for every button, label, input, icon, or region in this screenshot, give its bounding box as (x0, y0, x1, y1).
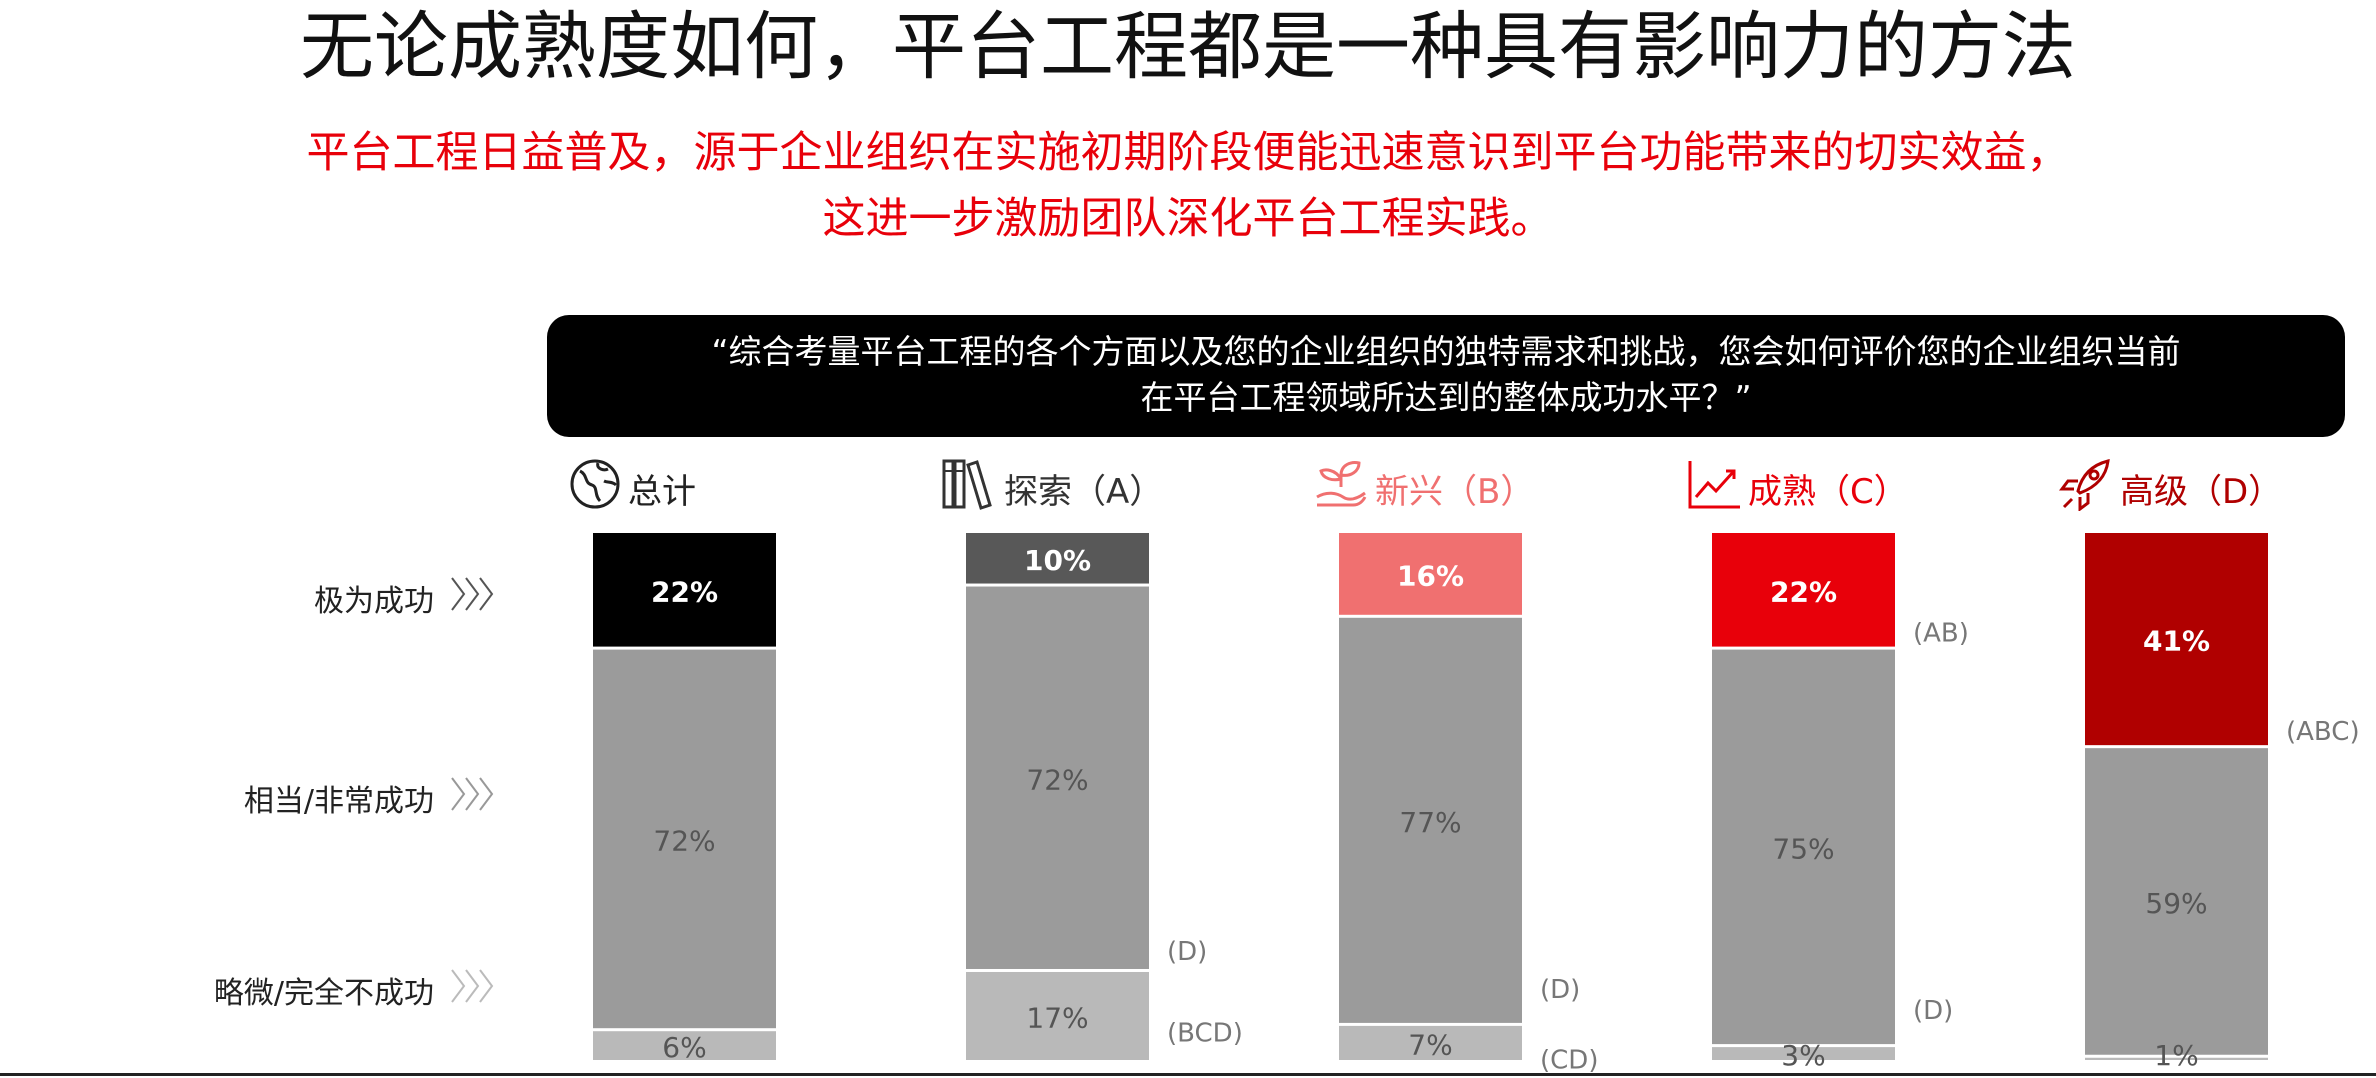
header-advanced: 高级（D） (2058, 458, 2282, 518)
page-title: 无论成熟度如何，平台工程都是一种具有影响力的方法 (300, 4, 2076, 90)
bar-segment (1712, 1047, 1895, 1060)
bar-segment (1712, 649, 1895, 1045)
bar-segment (1339, 617, 1522, 1023)
bar-segment (1712, 533, 1895, 647)
data-label: 16% (1397, 559, 1464, 592)
data-label: 72% (653, 824, 715, 857)
data-label: 3% (1781, 1039, 1825, 1072)
bar-segment (593, 1031, 776, 1060)
survey-question-box: “综合考量平台工程的各个方面以及您的企业组织的独特需求和挑战，您会如何评价您的企… (547, 315, 2345, 437)
rocket-icon (2058, 457, 2120, 520)
chevrons-icon (448, 574, 496, 622)
chevrons-icon (448, 966, 496, 1014)
data-label: 72% (1026, 763, 1088, 796)
page-subtitle: 平台工程日益普及，源于企业组织在实施初期阶段便能迅速意识到平台功能带来的切实效益… (0, 120, 2376, 252)
bar-segment (593, 649, 776, 1029)
header-label-total: 总计 (628, 471, 696, 512)
header-label-emerging: 新兴（B） (1375, 471, 1535, 512)
bar-segment (966, 971, 1149, 1060)
data-label: 1% (2154, 1039, 2198, 1072)
row-label-slightly-not-successful: 略微/完全不成功 (214, 966, 496, 1014)
question-line-1: “综合考量平台工程的各个方面以及您的企业组织的独特需求和挑战，您会如何评价您的企… (711, 332, 2181, 371)
bar-segment (2085, 1057, 2268, 1060)
header-total: 总计 (568, 458, 696, 518)
data-label: 75% (1772, 832, 1834, 865)
bar-segment (1339, 533, 1522, 615)
chevrons-icon (448, 774, 496, 822)
row-label-fairly-very-successful: 相当/非常成功 (244, 774, 496, 822)
bar-segment (966, 533, 1149, 584)
significance-annotation: (AB) (1913, 619, 1969, 649)
data-label: 41% (2143, 625, 2210, 658)
header-mature: 成熟（C） (1686, 458, 1908, 518)
significance-annotation: (D) (1540, 975, 1580, 1005)
bar-segment (966, 586, 1149, 969)
sprout-icon (1313, 457, 1375, 520)
data-label: 77% (1399, 806, 1461, 839)
significance-annotation: (ABC) (2286, 717, 2360, 747)
row-label-text: 略微/完全不成功 (213, 976, 434, 1011)
significance-annotation: (D) (1167, 937, 1207, 967)
bar-segment (1339, 1025, 1522, 1060)
header-label-explore: 探索（A） (1004, 471, 1164, 512)
subtitle-line-2: 这进一步激励团队深化平台工程实践。 (822, 194, 1554, 244)
row-label-extremely-successful: 极为成功 (314, 574, 496, 622)
header-explore: 探索（A） (940, 458, 1163, 518)
header-label-advanced: 高级（D） (2120, 471, 2283, 512)
question-line-2: 在平台工程领域所达到的整体成功水平？” (1140, 378, 1752, 417)
significance-annotation: (D) (1913, 996, 1953, 1026)
data-label: 10% (1024, 544, 1091, 577)
header-emerging: 新兴（B） (1313, 458, 1534, 518)
bar-segment (2085, 748, 2268, 1055)
row-label-text: 极为成功 (314, 584, 434, 619)
data-label: 17% (1026, 1001, 1088, 1034)
chart-baseline (0, 1073, 2376, 1076)
bar-segment (593, 533, 776, 647)
bar-segment (2085, 533, 2268, 746)
data-label: 22% (651, 575, 718, 608)
data-label: 59% (2145, 887, 2207, 920)
subtitle-line-1: 平台工程日益普及，源于企业组织在实施初期阶段便能迅速意识到平台功能带来的切实效益… (306, 128, 2070, 178)
significance-annotation: (CD) (1540, 1045, 1598, 1075)
globe-icon (568, 457, 628, 520)
books-icon (940, 457, 1004, 520)
row-label-text: 相当/非常成功 (243, 784, 434, 819)
significance-annotation: (BCD) (1167, 1018, 1243, 1048)
data-label: 7% (1408, 1028, 1452, 1061)
data-label: 6% (662, 1031, 706, 1064)
data-label: 22% (1770, 575, 1837, 608)
growth-chart-icon (1686, 457, 1748, 520)
header-label-mature: 成熟（C） (1748, 471, 1908, 512)
